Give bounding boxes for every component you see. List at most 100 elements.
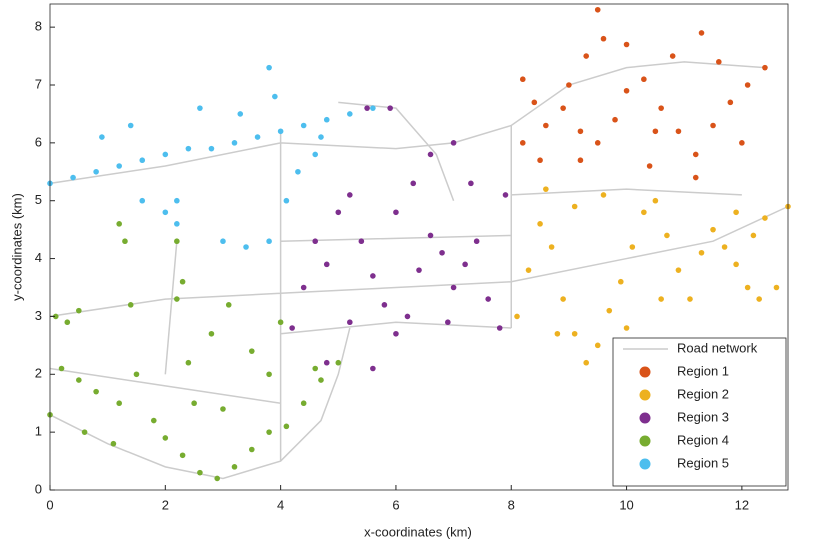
node <box>646 163 653 169</box>
node <box>387 105 393 111</box>
node <box>323 261 330 268</box>
node <box>519 76 526 83</box>
node <box>716 59 722 65</box>
node <box>52 313 59 320</box>
node <box>300 400 307 407</box>
node <box>300 122 307 129</box>
node <box>70 174 76 181</box>
legend-swatch <box>639 366 651 378</box>
node <box>191 400 197 407</box>
node <box>750 232 757 239</box>
node <box>669 53 676 59</box>
node <box>427 151 434 158</box>
node <box>537 157 543 164</box>
node <box>277 128 284 135</box>
node <box>162 209 169 216</box>
node <box>99 134 105 140</box>
node <box>600 35 607 42</box>
node <box>139 197 146 204</box>
node <box>76 377 82 383</box>
node <box>594 6 601 13</box>
node <box>445 319 451 326</box>
plot-area <box>47 6 791 482</box>
node <box>692 174 699 181</box>
node <box>554 330 561 337</box>
node <box>174 197 180 204</box>
node <box>733 209 739 216</box>
node <box>283 423 290 430</box>
node <box>266 64 272 71</box>
legend-swatch <box>639 412 651 424</box>
legend-swatch <box>639 458 651 470</box>
road-network <box>49 61 789 480</box>
y-tick-label: 2 <box>35 366 42 381</box>
node <box>560 105 566 111</box>
node <box>548 244 555 250</box>
node <box>692 151 699 158</box>
node <box>675 128 682 135</box>
node <box>571 330 578 337</box>
node <box>277 319 284 326</box>
node <box>756 296 762 302</box>
x-tick-label: 12 <box>735 497 749 512</box>
y-axis-label: y-coordinates (km) <box>9 193 24 301</box>
node <box>318 134 324 140</box>
node <box>323 116 330 123</box>
node <box>623 41 630 48</box>
node <box>289 325 295 331</box>
node <box>347 111 353 117</box>
node <box>519 140 526 146</box>
node <box>577 128 584 135</box>
legend-swatch <box>639 389 651 401</box>
node <box>335 209 342 216</box>
node <box>58 365 65 372</box>
node <box>347 192 353 198</box>
node <box>179 278 186 285</box>
y-tick-label: 6 <box>35 134 42 149</box>
node <box>393 330 399 337</box>
node <box>744 82 751 88</box>
node <box>248 348 255 354</box>
x-tick-label: 2 <box>162 497 169 512</box>
y-tick-label: 7 <box>35 76 42 91</box>
node <box>687 296 693 302</box>
node <box>220 238 226 245</box>
node <box>81 429 88 435</box>
node <box>323 359 330 366</box>
node <box>658 296 664 302</box>
node <box>744 284 751 291</box>
node <box>641 209 647 216</box>
node <box>185 359 192 366</box>
node <box>739 140 745 146</box>
node <box>721 244 728 250</box>
y-tick-label: 0 <box>35 481 42 496</box>
node <box>502 192 509 198</box>
node <box>658 105 664 111</box>
node <box>606 307 613 314</box>
node <box>762 64 768 71</box>
node <box>410 180 417 187</box>
legend: Road network Region 1 Region 2 Region 3 Regi… <box>612 337 787 487</box>
x-tick-label: 8 <box>508 497 515 512</box>
node <box>370 105 376 111</box>
x-tick-label: 0 <box>46 497 53 512</box>
node <box>583 53 590 59</box>
node <box>76 307 82 314</box>
node <box>450 140 457 146</box>
node <box>231 140 238 146</box>
node <box>370 365 376 372</box>
node <box>162 435 169 441</box>
node <box>416 267 422 273</box>
legend-swatch <box>639 435 651 447</box>
node <box>237 111 244 117</box>
node <box>254 134 261 140</box>
node <box>208 145 215 152</box>
node <box>295 168 301 175</box>
node <box>318 377 324 383</box>
node <box>594 342 601 349</box>
legend-label: Region 2 <box>677 386 729 401</box>
node <box>583 359 590 366</box>
node <box>266 371 272 378</box>
node <box>393 209 399 216</box>
x-axis-label: x-coordinates (km) <box>364 524 472 539</box>
